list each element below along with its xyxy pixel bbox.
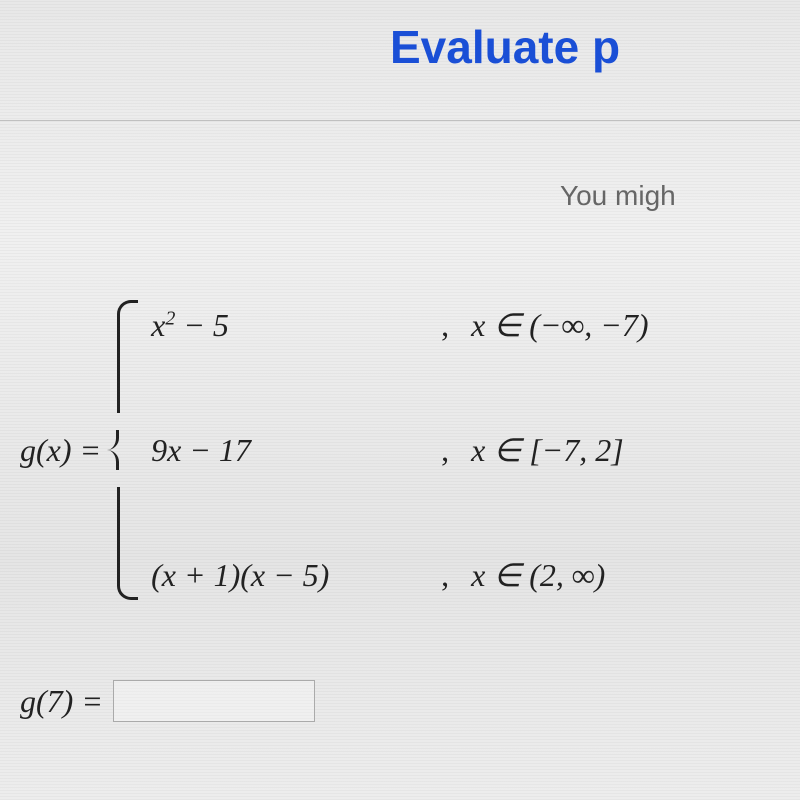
piece-expr: (x + 1)(x − 5) [151,557,441,594]
piece-expr: x2 − 5 [151,307,441,344]
piece-row: x2 − 5 , x ∈ (−∞, −7) [151,300,648,350]
comma: , [441,557,471,594]
piece-expr: 9x − 17 [151,432,441,469]
hint-text: You migh [560,180,676,212]
answer-row: g(7) = [20,680,315,722]
page-title: Evaluate p [390,20,620,74]
comma: , [441,307,471,344]
brace-icon [111,300,141,600]
divider [0,120,800,121]
piecewise-definition: g(x) = x2 − 5 , x ∈ (−∞, −7) 9x − 17 , x… [20,300,649,600]
piece-cond: x ∈ [−7, 2] [471,431,624,469]
piece-row: 9x − 17 , x ∈ [−7, 2] [151,425,648,475]
piece-row: (x + 1)(x − 5) , x ∈ (2, ∞) [151,550,648,600]
answer-prompt: g(7) = [20,683,103,720]
function-lhs: g(x) = [20,432,101,469]
piece-cond: x ∈ (−∞, −7) [471,306,648,344]
answer-input[interactable] [113,680,315,722]
piece-cond: x ∈ (2, ∞) [471,556,605,594]
comma: , [441,432,471,469]
